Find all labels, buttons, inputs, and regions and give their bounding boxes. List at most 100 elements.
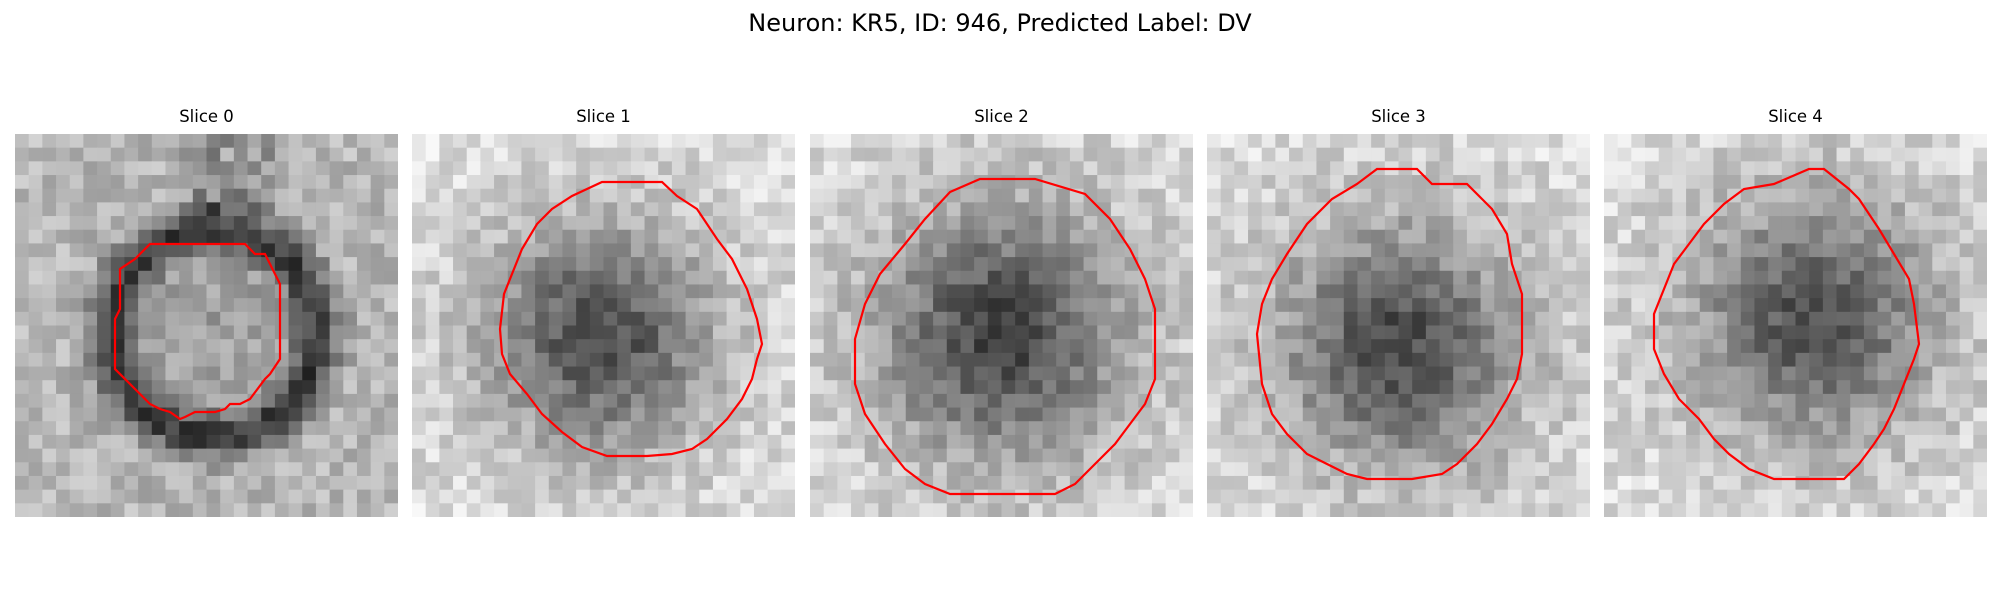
pixel (42, 257, 57, 272)
pixel (1138, 503, 1153, 517)
pixel (15, 475, 30, 491)
pixel (933, 229, 948, 245)
pixel (1384, 270, 1400, 286)
pixel (1809, 339, 1824, 354)
pixel (261, 421, 276, 436)
pixel (974, 475, 989, 491)
pixel (576, 407, 591, 422)
pixel (685, 352, 700, 368)
pixel (56, 421, 71, 436)
pixel (521, 448, 536, 463)
pixel (1699, 134, 1715, 149)
pixel (1822, 339, 1838, 354)
pixel (1015, 134, 1030, 149)
pixel (1822, 284, 1838, 299)
pixel (179, 366, 194, 381)
pixel (576, 448, 591, 463)
pixel (548, 325, 564, 340)
pixel (370, 298, 385, 313)
pixel (1604, 421, 1619, 436)
pixel (1631, 380, 1646, 395)
pixel (370, 147, 385, 162)
pixel (1945, 339, 1961, 354)
pixel (644, 257, 659, 272)
pixel (767, 352, 782, 368)
pixel (83, 325, 98, 340)
pixel (919, 462, 934, 477)
pixel (521, 421, 536, 436)
pixel (781, 475, 795, 491)
pixel (1658, 311, 1673, 327)
pixel (507, 352, 523, 368)
pixel (1795, 366, 1810, 381)
pixel (974, 257, 989, 272)
pixel (658, 421, 673, 436)
pixel (1275, 298, 1290, 313)
pixel (576, 339, 591, 354)
pixel (1576, 257, 1590, 272)
pixel (1836, 134, 1851, 149)
pixel (521, 284, 536, 299)
pixel (1110, 393, 1126, 409)
pixel (1179, 380, 1193, 395)
pixel (233, 380, 249, 395)
pixel (1138, 352, 1153, 368)
pixel (1083, 147, 1098, 162)
pixel (507, 298, 523, 313)
pixel (1275, 188, 1290, 203)
pixel (233, 489, 249, 504)
pixel (685, 339, 700, 354)
pixel (1015, 298, 1030, 313)
pixel (261, 434, 276, 450)
pixel (699, 243, 714, 258)
pixel (165, 421, 180, 436)
pixel (630, 311, 646, 327)
pixel (1384, 229, 1400, 245)
pixel (1343, 202, 1359, 217)
pixel (1398, 257, 1413, 272)
pixel (1754, 134, 1769, 149)
pixel (685, 462, 700, 477)
pixel (453, 421, 468, 436)
pixel (1768, 229, 1783, 245)
pixel (1083, 229, 1098, 245)
pixel (247, 202, 262, 217)
pixel (767, 393, 782, 409)
pixel (562, 229, 577, 245)
pixel (753, 161, 769, 176)
pixel (1124, 202, 1139, 217)
pixel (466, 147, 481, 162)
pixel (1604, 393, 1619, 409)
pixel (960, 284, 975, 299)
pixel (220, 188, 235, 203)
pixel (630, 462, 646, 477)
pixel (83, 270, 98, 286)
pixel (1097, 325, 1112, 340)
pixel (1412, 270, 1427, 286)
pixel (28, 489, 43, 504)
pixel (1275, 229, 1290, 245)
pixel (1220, 393, 1235, 409)
pixel (1398, 366, 1413, 381)
pixel (1083, 270, 1098, 286)
pixel (329, 134, 344, 149)
pixel (274, 325, 290, 340)
pixel (69, 393, 84, 409)
pixel (179, 503, 194, 517)
pixel (151, 462, 167, 477)
pixel (1973, 298, 1987, 313)
pixel (1110, 243, 1126, 258)
pixel (1234, 243, 1249, 258)
pixel (1822, 462, 1838, 477)
pixel (466, 380, 481, 395)
pixel (1207, 421, 1222, 436)
pixel (1727, 175, 1742, 190)
pixel (1453, 448, 1468, 463)
pixel (630, 475, 646, 491)
pixel (1507, 216, 1523, 231)
pixel (905, 161, 921, 176)
segmentation-contour (853, 177, 1157, 496)
pixel (1891, 352, 1906, 368)
pixel (1083, 475, 1098, 491)
pixel (1918, 243, 1933, 258)
